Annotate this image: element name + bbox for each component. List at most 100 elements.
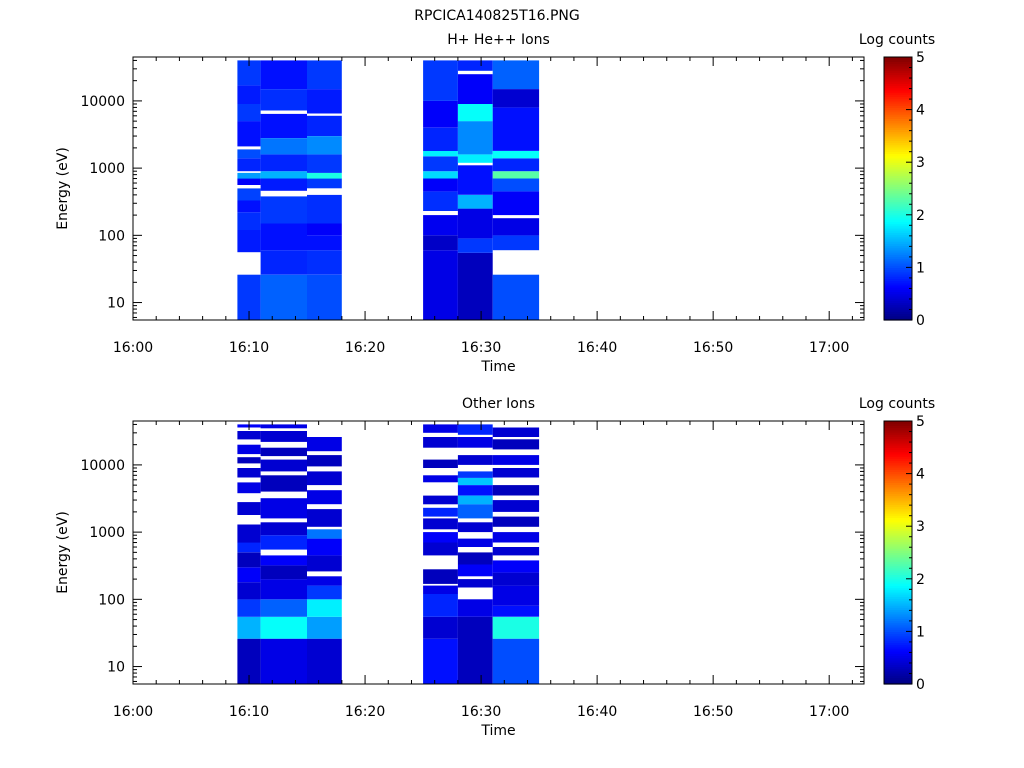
heatmap-cell <box>260 579 307 600</box>
heatmap-cell <box>237 502 261 515</box>
heatmap-cell <box>260 522 307 536</box>
colorbar-tick-label: 1 <box>916 624 925 640</box>
colorbar-step <box>884 506 912 510</box>
heatmap-cell <box>307 455 342 467</box>
colorbar-step <box>884 166 912 170</box>
colorbar-step <box>884 534 912 538</box>
heatmap-cell <box>237 172 261 179</box>
colorbar-step <box>884 245 912 249</box>
colorbar-step <box>884 216 912 220</box>
colorbar-step <box>884 234 912 238</box>
colorbar-step <box>884 578 912 582</box>
colorbar-step <box>884 127 912 130</box>
panel-title: Other Ions <box>462 396 535 412</box>
colorbar-step <box>884 236 912 240</box>
heatmap-cell <box>492 485 540 496</box>
colorbar-step <box>884 517 912 521</box>
heatmap-cell <box>260 535 307 550</box>
colorbar-step <box>884 504 912 508</box>
colorbar-step <box>884 565 912 569</box>
colorbar-step <box>884 438 912 442</box>
colorbar-step <box>884 587 912 591</box>
colorbar-step <box>884 543 912 547</box>
y-tick-label: 1000 <box>89 161 125 177</box>
colorbar-step <box>884 659 912 663</box>
heatmap-cell <box>307 235 342 251</box>
colorbar-step <box>884 515 912 519</box>
colorbar-step <box>884 677 912 681</box>
heatmap-cell <box>457 471 493 478</box>
colorbar-step <box>884 550 912 554</box>
heatmap-cell <box>492 427 540 437</box>
colorbar-step <box>884 238 912 242</box>
colorbar-step <box>884 131 912 135</box>
colorbar-step <box>884 451 912 455</box>
colorbar-step <box>884 151 912 155</box>
colorbar-step <box>884 155 912 159</box>
colorbar-step <box>884 142 912 146</box>
colorbar-step <box>884 453 912 457</box>
colorbar-step <box>884 265 912 268</box>
colorbar-step <box>884 109 912 113</box>
colorbar-step <box>884 309 912 312</box>
colorbar-step <box>884 254 912 258</box>
colorbar-step <box>884 434 912 437</box>
heatmap-cell <box>423 156 458 172</box>
heatmap-cell <box>423 100 458 128</box>
colorbar-tick-label: 4 <box>916 467 925 483</box>
x-tick-label: 16:40 <box>577 340 617 356</box>
colorbar-step <box>884 648 912 652</box>
heatmap-cell <box>423 191 458 211</box>
heatmap-cell <box>237 482 261 494</box>
colorbar-step <box>884 210 912 214</box>
colorbar-step <box>884 635 912 639</box>
colorbar-step <box>884 70 912 73</box>
colorbar-step <box>884 561 912 565</box>
colorbar-step <box>884 225 912 229</box>
colorbar-step <box>884 530 912 534</box>
heatmap-cell <box>237 457 261 464</box>
colorbar-step <box>884 664 912 668</box>
heatmap-cell <box>237 567 261 583</box>
heatmap-cell <box>260 498 307 519</box>
colorbar-step <box>884 620 912 624</box>
colorbar-step <box>884 260 912 264</box>
colorbar-step <box>884 129 912 133</box>
colorbar-step <box>884 267 912 271</box>
heatmap-cell <box>237 212 261 230</box>
colorbar-step <box>884 467 912 470</box>
heatmap-cell <box>237 188 261 201</box>
colorbar-step <box>884 537 912 540</box>
colorbar-step <box>884 670 912 674</box>
colorbar-step <box>884 629 912 632</box>
heatmap-cell <box>423 638 458 684</box>
colorbar-step <box>884 206 912 209</box>
colorbar-step <box>884 548 912 551</box>
heatmap-cell <box>457 104 493 122</box>
colorbar-step <box>884 298 912 301</box>
y-tick-label: 1000 <box>89 525 125 541</box>
colorbar-step <box>884 160 912 163</box>
colorbar-step <box>884 243 912 247</box>
heatmap-cell <box>492 89 540 108</box>
colorbar-step <box>884 164 912 168</box>
colorbar-step <box>884 613 912 617</box>
heatmap-cell <box>457 477 493 486</box>
heatmap-cell <box>457 60 493 71</box>
colorbar-step <box>884 96 912 100</box>
heatmap-cell <box>260 447 307 457</box>
colorbar-step <box>884 627 912 630</box>
heatmap-cell <box>457 154 493 163</box>
colorbar-step <box>884 293 912 297</box>
colorbar-step <box>884 282 912 286</box>
heatmap-cell <box>237 230 261 253</box>
heatmap-cell <box>237 104 261 122</box>
colorbar-step <box>884 655 912 659</box>
colorbar-step <box>884 666 912 670</box>
colorbar-step <box>884 153 912 157</box>
colorbar-tick-label: 2 <box>916 208 925 224</box>
heatmap-cell <box>423 424 458 433</box>
colorbar-step <box>884 513 912 516</box>
heatmap-cell <box>237 149 261 159</box>
heatmap-cell <box>492 158 540 172</box>
